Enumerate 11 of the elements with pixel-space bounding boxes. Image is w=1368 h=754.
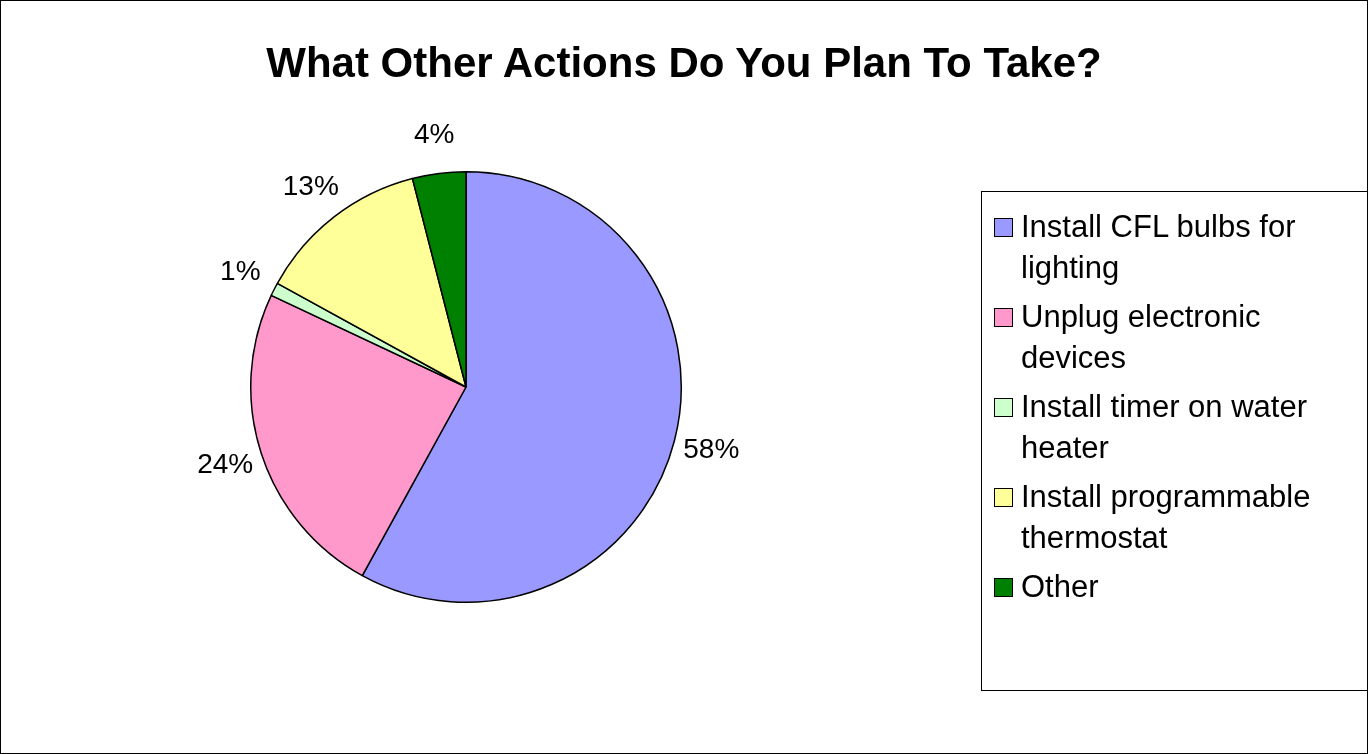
legend-label: Install timer on water heater xyxy=(1021,388,1308,467)
data-label: 1% xyxy=(220,254,261,286)
data-label: 4% xyxy=(414,118,455,150)
legend-label: Install programmable thermostat xyxy=(1021,478,1312,557)
data-label: 24% xyxy=(197,447,254,479)
legend-label: Unplug electronic devices xyxy=(1021,298,1262,377)
legend-label: Install CFL bulbs for lighting xyxy=(1021,208,1297,287)
legend-label: Other xyxy=(1021,568,1099,606)
chart-title: What Other Actions Do You Plan To Take? xyxy=(265,39,1103,87)
data-label: 13% xyxy=(282,169,339,201)
data-label: 58% xyxy=(683,432,740,464)
